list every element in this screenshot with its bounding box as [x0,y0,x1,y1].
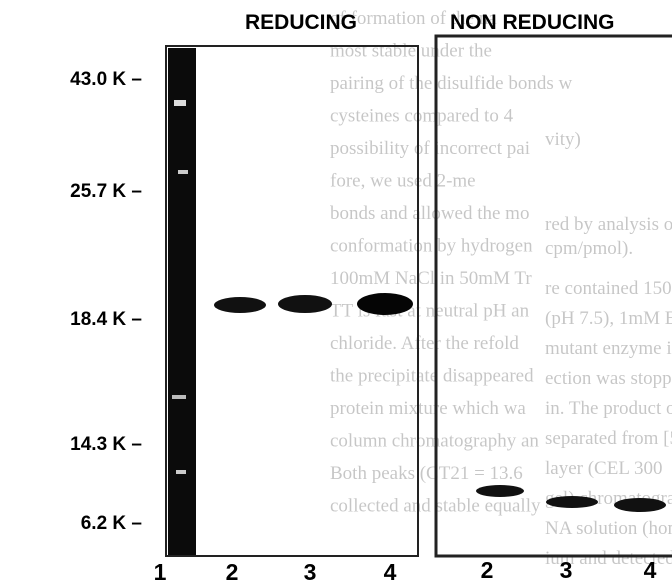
lane-number: 2 [226,559,239,585]
bleed-line: mutant enzyme in [545,338,672,359]
band [278,295,332,313]
marker-label: 14.3 K – [70,434,142,455]
bleed-line: 100mM NaCl in 50mM Tr [330,268,532,289]
bleed-line: fore, we used 2-me [330,171,476,192]
bleed-line: possibility of incorrect pai [330,138,530,159]
bleed-line: chloride. After the refold [330,333,519,354]
figure: of formation of the namost stable under … [0,0,672,586]
bleed-line: bonds and allowed the mo [330,203,529,224]
lane-number: 3 [304,559,317,585]
bleed-line: cpm/pmol). [545,238,633,259]
bleed-line: ection was stopped by [545,368,672,389]
ladder-spot [178,170,188,174]
lane-number: 3 [560,557,573,583]
marker-label: 18.4 K – [70,309,142,330]
bleed-line: (pH 7.5), 1mM EDTA [545,308,672,329]
marker-label: 43.0 K – [70,69,142,90]
bleed-line: vity) [545,129,581,150]
non-reducing-label: NON REDUCING [450,11,615,34]
lane-number: 4 [384,559,397,585]
bleed-line: separated from [5'- [545,428,672,449]
bleed-line: cysteines compared to 4 [330,106,514,127]
ladder-spot [174,100,186,106]
bleed-line: most stable under the [330,41,492,62]
bleed-line: NA solution (homo- [545,518,672,539]
bleed-line: pairing of the disulfide bonds w [330,73,572,94]
bleed-line: Both peaks (CT21 = 13.6 [330,463,523,484]
bleed-line: re contained 150 mM [545,278,672,299]
marker-label: 6.2 K – [81,513,142,534]
ladder-spot [172,395,186,399]
ladder-spot [176,470,186,474]
band [614,498,666,512]
band [214,297,266,313]
reducing-label: REDUCING [245,11,357,34]
bleed-line: protein mixture which wa [330,398,526,419]
bleed-line: conformation by hydrogen [330,236,533,257]
lane-number: 2 [481,557,494,583]
marker-label: 25.7 K – [70,181,142,202]
bleed-line: the precipitate disappeared [330,366,534,387]
ladder-lane [168,48,196,555]
lane-number: 4 [644,557,657,583]
band [476,485,524,497]
band [357,293,413,315]
bleed-line: red by analysis of the [545,214,672,235]
bleed-line: layer (CEL 300 [545,458,662,479]
lane-number: 1 [154,559,167,585]
band [546,496,598,508]
bleed-line: in. The product of the [545,398,672,419]
